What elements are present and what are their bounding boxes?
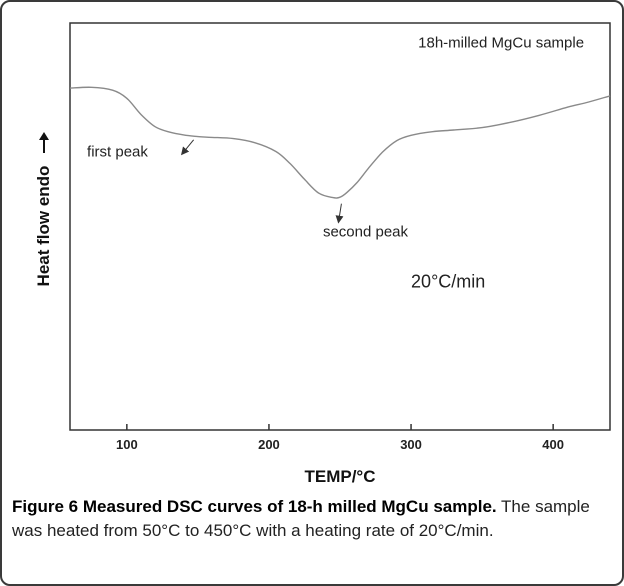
x-tick-label-300: 300	[400, 437, 422, 452]
plot-area-frame	[69, 22, 611, 431]
x-tick-label-200: 200	[258, 437, 280, 452]
figure-caption: Figure 6 Measured DSC curves of 18-h mil…	[12, 495, 612, 543]
x-tick-label-100: 100	[116, 437, 138, 452]
y-axis-label-group: Heat flow endo	[34, 132, 53, 286]
caption-title: Figure 6 Measured DSC curves of 18-h mil…	[12, 497, 497, 516]
annotation-first-peak: first peak	[87, 143, 148, 160]
y-axis-label: Heat flow endo	[34, 166, 53, 287]
annotation-18h-milled-mgcu-sample: 18h-milled MgCu sample	[418, 34, 584, 51]
annotation-20-c-min: 20°C/min	[411, 272, 485, 292]
annotation-arrows	[180, 139, 344, 224]
caption-text: The sample was heated from 50°C to 450°C…	[12, 497, 590, 540]
dsc-curve-line	[69, 86, 611, 199]
dsc-chart: 100 200 300 400 18h-milled MgCu sample first…	[34, 22, 611, 486]
annotation-second-peak: second peak	[323, 224, 409, 241]
x-axis-tick-labels: 100 200 300 400	[116, 437, 564, 452]
x-tick-label-400: 400	[542, 437, 564, 452]
x-axis-label: TEMP/°C	[304, 467, 375, 486]
y-axis-label-arrowhead	[39, 132, 49, 140]
x-axis-ticks	[126, 424, 554, 430]
chart-annotations: 18h-milled MgCu sample first peak second p…	[87, 34, 584, 291]
annotation-arrow-2	[335, 203, 344, 224]
annotation-arrow-1	[180, 139, 195, 156]
